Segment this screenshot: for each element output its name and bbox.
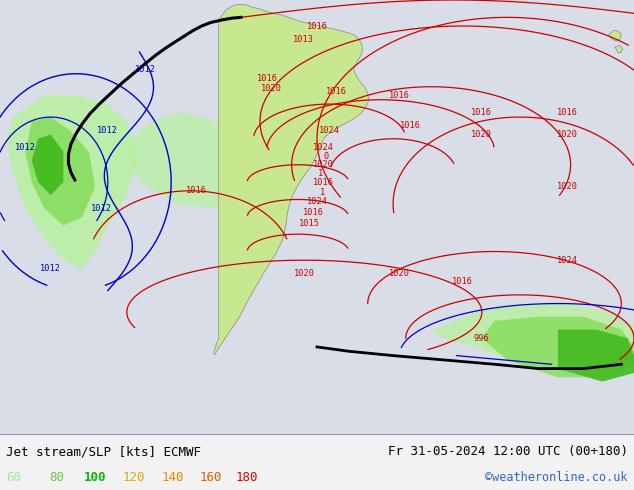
Text: 1020: 1020 xyxy=(313,160,334,169)
Text: Fr 31-05-2024 12:00 UTC (00+180): Fr 31-05-2024 12:00 UTC (00+180) xyxy=(387,445,628,458)
Text: 1020: 1020 xyxy=(261,84,282,94)
Text: 1020: 1020 xyxy=(471,130,493,139)
Text: 0: 0 xyxy=(324,151,329,161)
Text: 1016: 1016 xyxy=(313,178,334,187)
Text: 1016: 1016 xyxy=(452,277,474,286)
Text: 1: 1 xyxy=(318,169,323,178)
Polygon shape xyxy=(558,330,634,382)
Text: 1012: 1012 xyxy=(40,265,61,273)
Text: 1012: 1012 xyxy=(135,65,157,74)
Text: Jet stream/SLP [kts] ECMWF: Jet stream/SLP [kts] ECMWF xyxy=(6,445,202,458)
Text: 1020: 1020 xyxy=(557,182,578,191)
Text: 1020: 1020 xyxy=(557,130,578,139)
Polygon shape xyxy=(32,134,63,195)
Text: 80: 80 xyxy=(49,471,64,484)
Polygon shape xyxy=(214,4,369,355)
Text: 1020: 1020 xyxy=(389,269,410,278)
Text: 1016: 1016 xyxy=(325,87,347,96)
Polygon shape xyxy=(6,96,139,269)
Polygon shape xyxy=(127,113,254,208)
Text: 160: 160 xyxy=(200,471,222,484)
Text: 1012: 1012 xyxy=(97,125,119,135)
Text: 1013: 1013 xyxy=(292,34,314,44)
Text: 140: 140 xyxy=(162,471,184,484)
Text: 120: 120 xyxy=(122,471,145,484)
Text: 1: 1 xyxy=(320,189,325,197)
FancyBboxPatch shape xyxy=(0,434,634,490)
Text: 996: 996 xyxy=(474,334,489,343)
Text: 1024: 1024 xyxy=(319,125,340,135)
Text: 1024: 1024 xyxy=(557,256,578,265)
Text: 1016: 1016 xyxy=(306,22,328,30)
Text: 180: 180 xyxy=(236,471,258,484)
Text: 1020: 1020 xyxy=(294,269,315,278)
Text: 1016: 1016 xyxy=(400,121,422,130)
Text: 1016: 1016 xyxy=(471,108,493,117)
Text: 1024: 1024 xyxy=(306,197,328,206)
Text: ©weatheronline.co.uk: ©weatheronline.co.uk xyxy=(485,471,628,484)
Polygon shape xyxy=(615,46,623,53)
Text: 1016: 1016 xyxy=(303,208,325,217)
Text: 1012: 1012 xyxy=(91,204,112,213)
Text: 1016: 1016 xyxy=(389,91,410,100)
Polygon shape xyxy=(609,30,621,41)
Text: 1016: 1016 xyxy=(186,186,207,196)
Polygon shape xyxy=(431,303,634,373)
Text: 1015: 1015 xyxy=(299,219,320,228)
Polygon shape xyxy=(482,317,634,377)
Text: 100: 100 xyxy=(84,471,107,484)
Text: 1012: 1012 xyxy=(15,143,36,152)
Text: 1016: 1016 xyxy=(557,108,578,117)
Text: 60: 60 xyxy=(6,471,22,484)
Text: 1024: 1024 xyxy=(313,143,334,152)
Text: 1016: 1016 xyxy=(257,74,278,82)
Polygon shape xyxy=(25,117,95,225)
